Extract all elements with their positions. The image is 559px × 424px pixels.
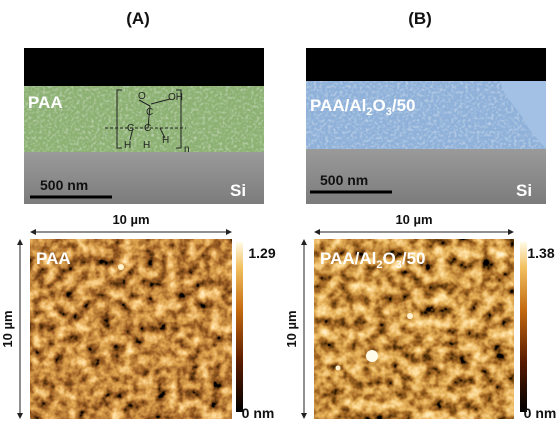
- background: [306, 48, 546, 81]
- panel-label: (B): [408, 9, 432, 28]
- text: /50: [392, 96, 416, 115]
- repeat-index: n: [184, 144, 190, 155]
- sample-label: PAA/Al2O3/50: [320, 249, 425, 271]
- height-label: 10 µm: [0, 310, 15, 347]
- atom: OH: [168, 92, 183, 103]
- atom: C: [146, 107, 153, 118]
- scale-label: 500 nm: [320, 172, 368, 188]
- substrate-label: Si: [230, 181, 246, 200]
- sample-label: PAA: [28, 93, 63, 112]
- colorbar-max: 1.38: [527, 245, 554, 261]
- text: PAA/Al: [310, 96, 366, 115]
- colorbar: [520, 242, 527, 412]
- background: [24, 48, 264, 86]
- text: /50: [402, 249, 426, 268]
- panel-label: (A): [126, 9, 150, 28]
- scale-label: 500 nm: [40, 177, 88, 193]
- height-label: 10 µm: [284, 310, 299, 347]
- atom: O: [138, 91, 146, 102]
- text: PAA/Al: [320, 249, 376, 268]
- width-label: 10 µm: [112, 212, 149, 227]
- text: O: [372, 96, 385, 115]
- figure: (A) (B) PAA 500 nm Si O OH C C H C H H n…: [0, 0, 559, 424]
- colorbar: [236, 242, 243, 412]
- colorbar-max: 1.29: [248, 245, 275, 261]
- text: PAA: [28, 93, 63, 112]
- sample-label: PAA/Al2O3/50: [310, 96, 415, 118]
- particle: [118, 264, 124, 270]
- particle: [407, 313, 413, 319]
- atom: H: [162, 135, 169, 146]
- atom: C: [144, 123, 151, 134]
- afm-image: 10 µm 10 µm PAA 1.29 0 nm: [0, 212, 276, 421]
- afm-image: 10 µm 10 µm PAA/Al2O3/50 1.38 0 nm: [284, 212, 556, 421]
- particle: [336, 366, 341, 371]
- colorbar-min: 0 nm: [242, 405, 275, 421]
- atom: H: [124, 140, 131, 151]
- text: O: [382, 249, 395, 268]
- text: PAA: [36, 249, 71, 268]
- atom: H: [143, 140, 150, 151]
- atom: C: [127, 123, 134, 134]
- particle: [366, 350, 378, 362]
- substrate-label: Si: [516, 181, 532, 200]
- sem-image: PAA 500 nm Si O OH C C H C H H n: [24, 48, 264, 204]
- width-label: 10 µm: [395, 212, 432, 227]
- particle: [434, 298, 438, 302]
- sample-label: PAA: [36, 249, 71, 268]
- sem-image: PAA/Al2O3/50 500 nm Si: [306, 48, 546, 204]
- colorbar-min: 0 nm: [524, 405, 557, 421]
